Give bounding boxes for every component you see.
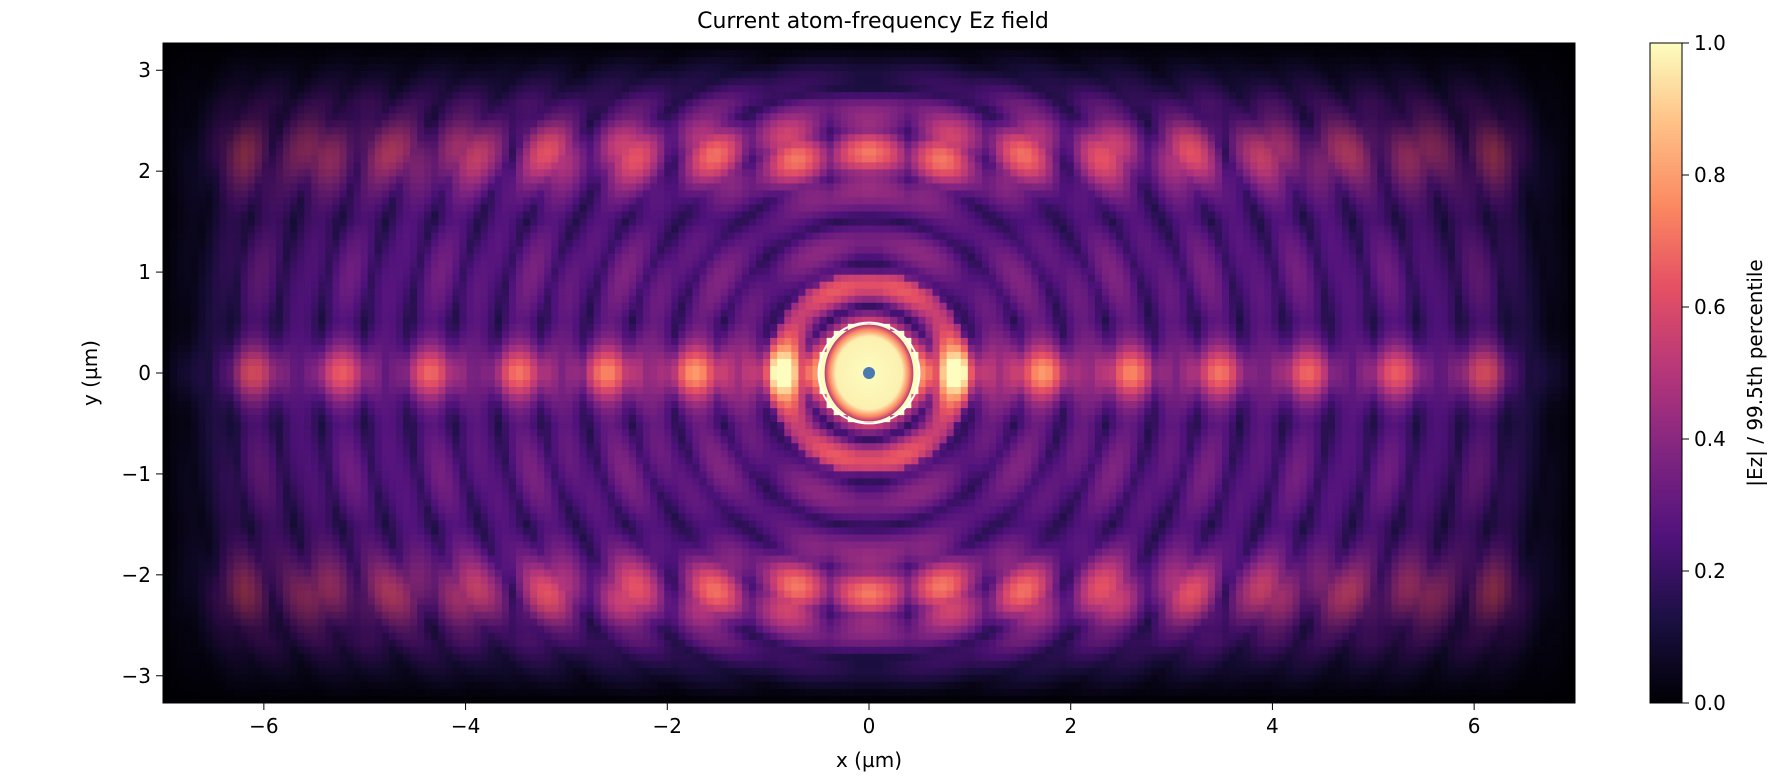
- chart-title: Current atom-frequency Ez field: [697, 9, 1049, 34]
- plot-area: [163, 43, 1575, 703]
